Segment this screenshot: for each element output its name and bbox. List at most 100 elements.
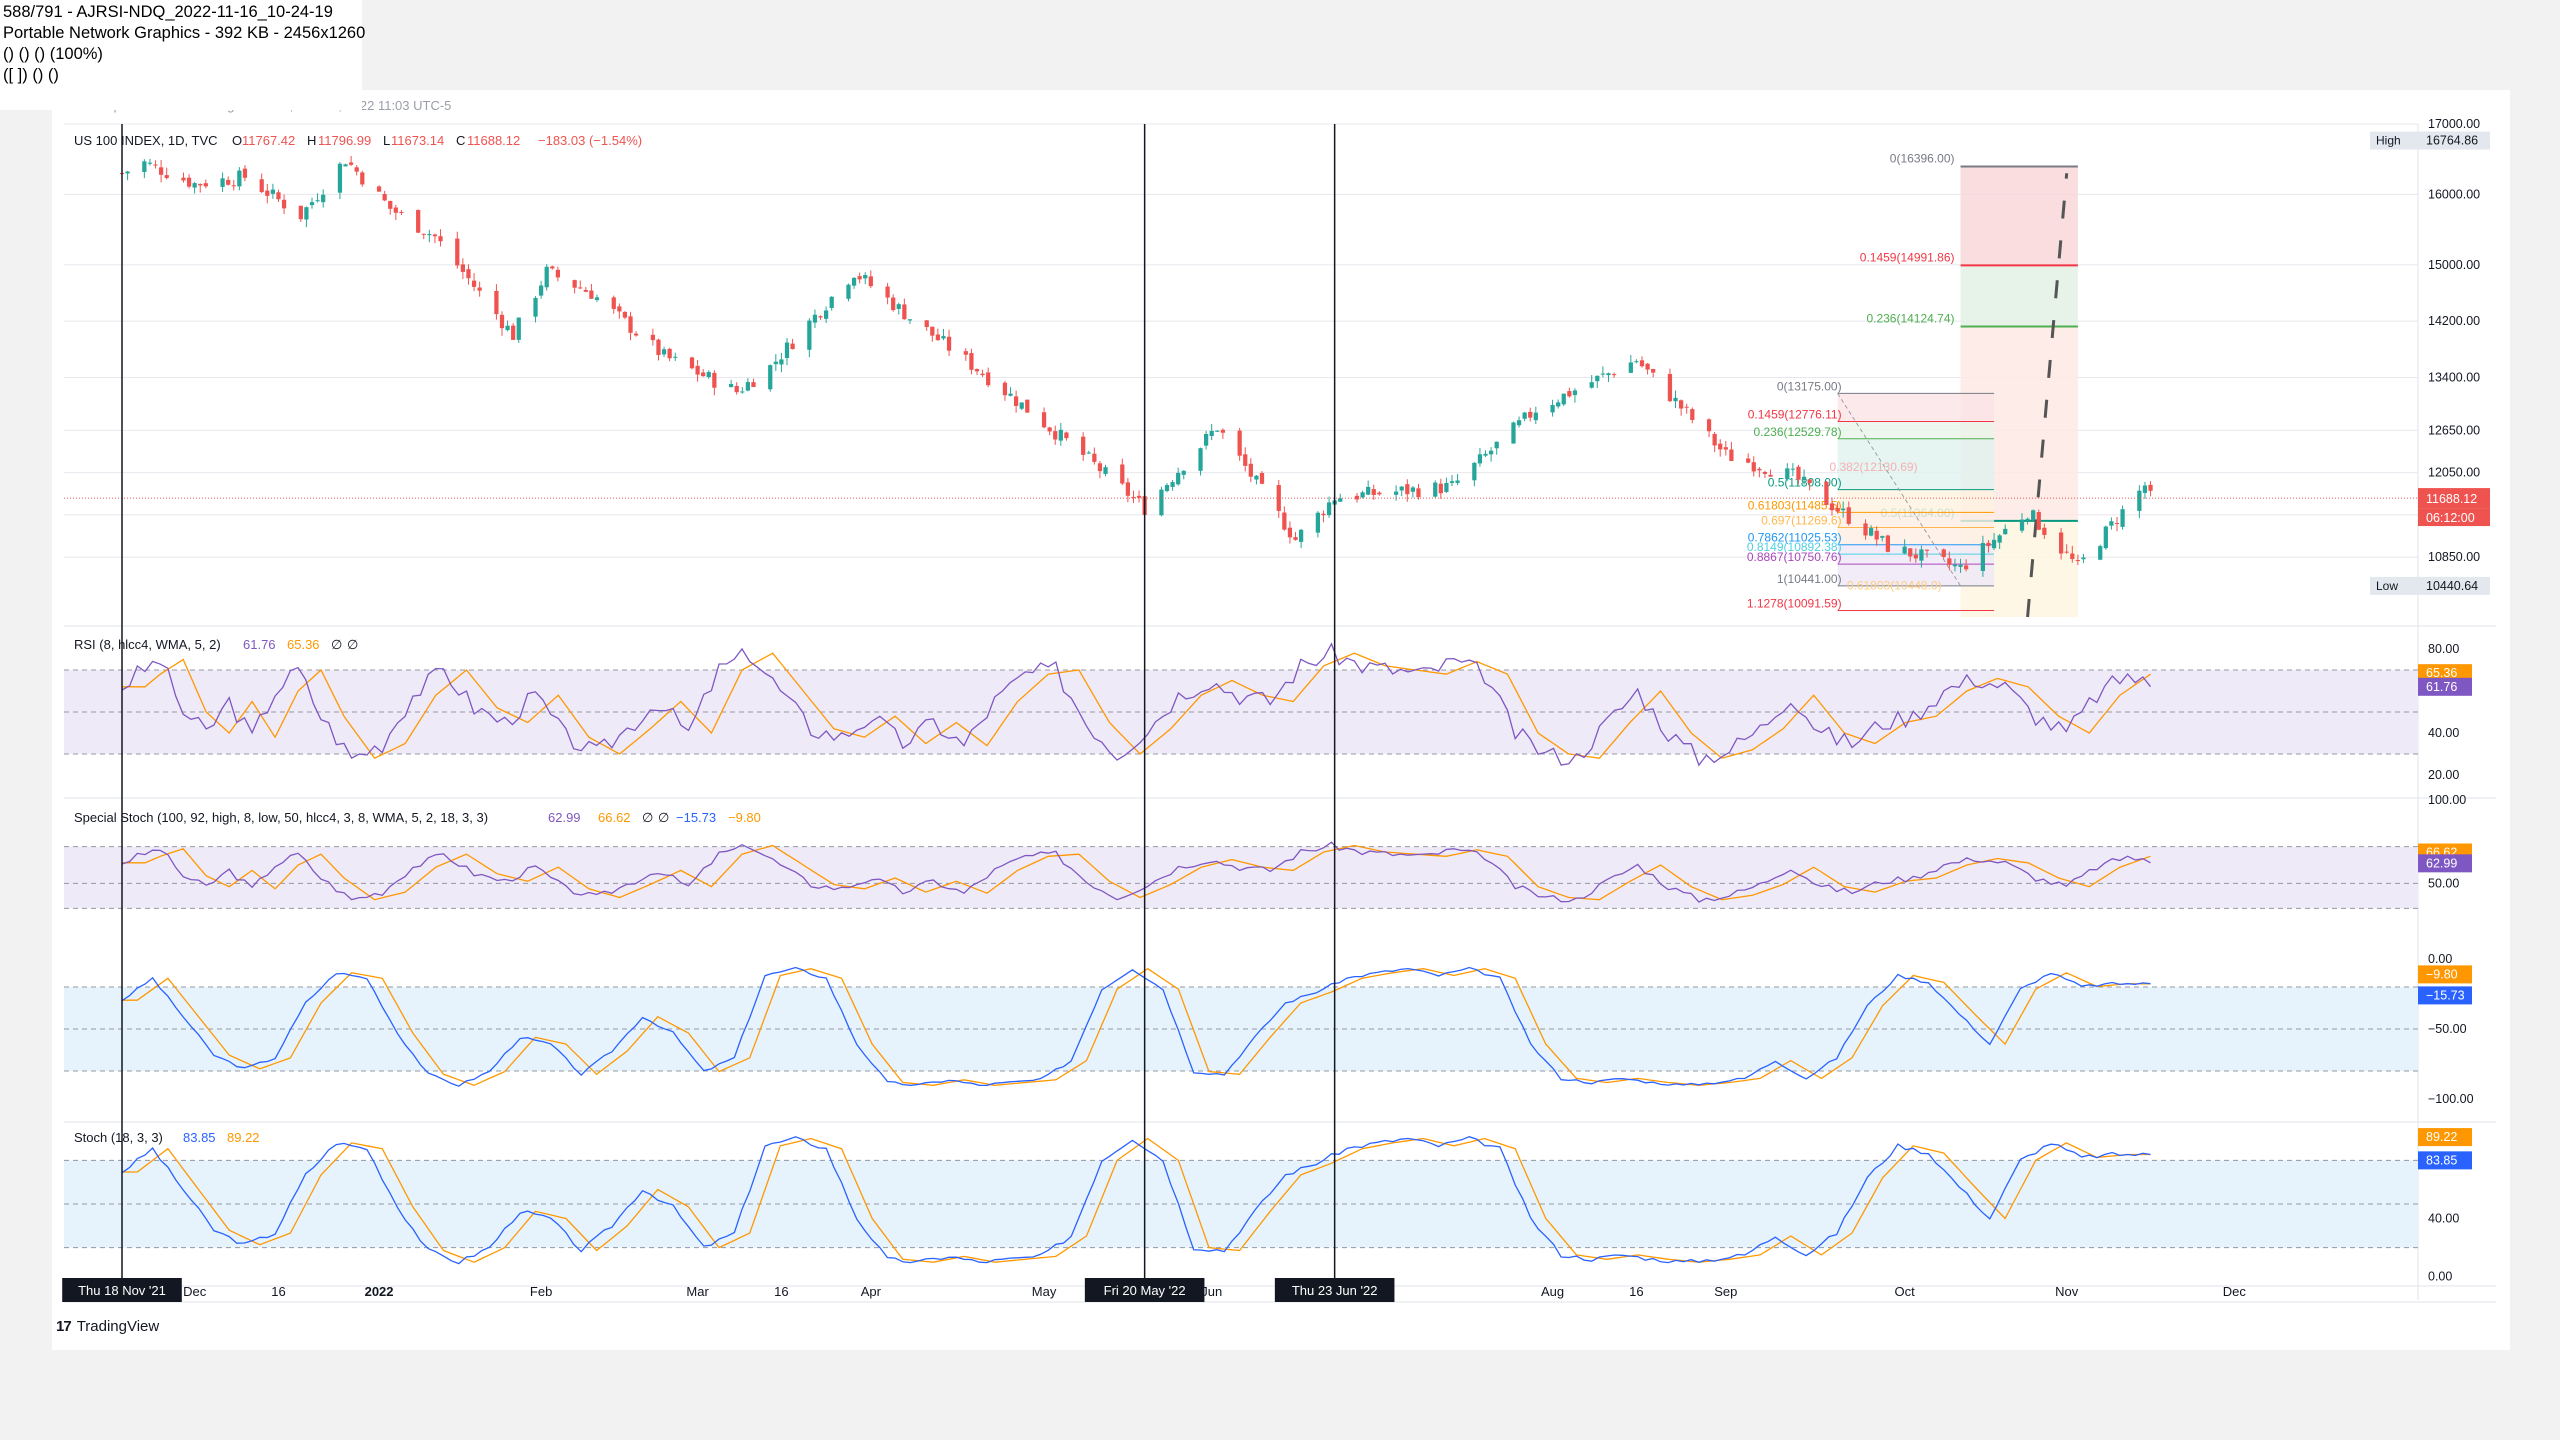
candle-body xyxy=(1025,399,1030,413)
candle-body xyxy=(1298,529,1304,542)
image-viewer-info: 588/791 - AJRSI-NDQ_2022-11-16_10-24-19 … xyxy=(0,0,365,110)
candle-body xyxy=(1483,453,1488,456)
candle-body xyxy=(1438,483,1443,494)
fib-level-label: 0.236(12529.78) xyxy=(1754,425,1842,439)
candle-body xyxy=(572,280,577,288)
candle-body xyxy=(846,284,851,299)
candle-body xyxy=(1488,450,1494,455)
fib-level-label: 0.8149(10892.38) xyxy=(1747,540,1842,554)
candle-body xyxy=(237,170,242,187)
candle-body xyxy=(1863,523,1868,536)
fib-level-label: 0.61803(11485.5) xyxy=(1748,498,1842,512)
candle-body xyxy=(1634,361,1639,363)
fib-zone xyxy=(1837,489,1995,513)
candle-body xyxy=(1159,489,1164,516)
candle-body xyxy=(1841,508,1846,511)
rsi-value: 61.76 xyxy=(243,637,276,652)
candle-body xyxy=(2098,546,2103,560)
stoch-d-badge-text: 89.22 xyxy=(2426,1130,2457,1144)
candle-body xyxy=(935,334,941,341)
candle-body xyxy=(1433,482,1438,497)
candle-body xyxy=(1628,362,1633,373)
candle-body xyxy=(1522,412,1527,419)
time-tick-label: Aug xyxy=(1541,1284,1564,1299)
candle-body xyxy=(309,202,315,206)
candle-body xyxy=(270,189,276,194)
candle-body xyxy=(544,266,549,288)
candle-body xyxy=(1092,453,1097,462)
special-stoch-lower-d-badge-text: −9.80 xyxy=(2426,967,2458,981)
candle-body xyxy=(1768,474,1773,477)
rsi-na-1: ∅ xyxy=(331,637,342,652)
price-tick-label: 17000.00 xyxy=(2428,117,2480,131)
candle-body xyxy=(656,339,661,355)
candle-body xyxy=(538,285,544,296)
candle-body xyxy=(1718,443,1723,450)
candle-body xyxy=(622,311,628,318)
candle-body xyxy=(1678,400,1684,409)
rsi-title: RSI (8, hlcc4, WMA, 5, 2) xyxy=(74,637,221,652)
candle-body xyxy=(650,334,656,341)
candle-body xyxy=(1986,542,1991,547)
candle-body xyxy=(1902,546,1907,554)
candle-body xyxy=(1494,441,1499,449)
candle-body xyxy=(1600,373,1606,375)
candle-body xyxy=(1824,481,1829,505)
candle-body xyxy=(2109,521,2114,526)
candle-body xyxy=(706,372,711,378)
candle-body xyxy=(1572,390,1578,396)
candle-body xyxy=(1952,564,1958,567)
candle-body xyxy=(1941,549,1946,557)
candle-body xyxy=(583,289,588,292)
candle-body xyxy=(1170,482,1175,487)
price-tick-label: 14200.00 xyxy=(2428,314,2480,328)
tradingview-name: TradingView xyxy=(76,1318,160,1335)
candle-body xyxy=(416,210,421,233)
candle-body xyxy=(304,207,309,220)
special-stoch-lower-d-badge xyxy=(2418,965,2472,984)
candle-body xyxy=(751,382,756,388)
candle-body xyxy=(1785,468,1790,480)
candle-body xyxy=(823,310,829,319)
candle-body xyxy=(1963,565,1969,570)
candle-body xyxy=(1243,454,1248,466)
last-price-badge xyxy=(2418,488,2490,509)
special-stoch-lower-tick-label: −50.00 xyxy=(2428,1022,2467,1036)
indicator-bands xyxy=(64,669,2418,1249)
candle-body xyxy=(941,336,946,339)
time-tick-label: Feb xyxy=(530,1284,552,1299)
candle-body xyxy=(1041,412,1047,428)
candle-body xyxy=(857,276,862,280)
rsi-tick-label: 80.00 xyxy=(2428,642,2459,656)
candle-body xyxy=(315,200,320,202)
candle-body xyxy=(2142,485,2148,493)
candle-body xyxy=(421,233,426,235)
candle-body xyxy=(220,178,225,187)
candle-body xyxy=(740,391,745,393)
candle-body xyxy=(1919,549,1924,561)
candle-body xyxy=(829,296,834,308)
candle-body xyxy=(1393,491,1399,495)
stoch-signal-line xyxy=(122,1137,2151,1263)
candle-body xyxy=(499,314,505,329)
candle-body xyxy=(1120,464,1125,484)
price-tick-label: 16000.00 xyxy=(2428,187,2480,201)
vertical-marker-label-box xyxy=(1084,1278,1205,1302)
candle-body xyxy=(1667,373,1673,402)
candle-body xyxy=(745,382,751,391)
fib-zone xyxy=(1837,393,1995,422)
candle-body xyxy=(1013,396,1019,406)
candle-body xyxy=(382,194,387,201)
price-tick-label: 10850.00 xyxy=(2428,550,2480,564)
candle-body xyxy=(550,266,555,269)
candle-body xyxy=(2025,518,2030,521)
stoch-k-badge xyxy=(2418,1151,2472,1170)
fib-zone xyxy=(1837,512,1995,545)
candle-body xyxy=(851,277,857,286)
candle-body xyxy=(1293,537,1298,540)
candle-body xyxy=(1947,558,1952,565)
candle-body xyxy=(812,314,818,323)
tradingview-brand[interactable]: 17 TradingView xyxy=(56,1318,159,1335)
vertical-marker-label: Fri 20 May '22 xyxy=(1104,1283,1186,1298)
